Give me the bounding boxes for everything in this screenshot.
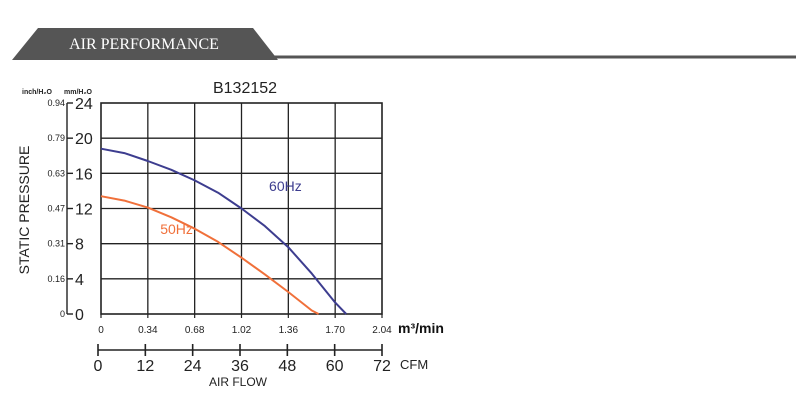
series-line-50hz [100, 195, 320, 315]
section-header: AIR PERFORMANCE [12, 28, 796, 60]
y-tick-label-mm: 20 [75, 131, 93, 148]
x-unit-primary: m³/min [398, 320, 444, 336]
x-tick-label: 0 [98, 325, 104, 336]
cfm-tick-label: 60 [326, 358, 344, 375]
y-tick-label-inch: 0.94 [47, 98, 65, 108]
cfm-tick-label: 24 [184, 358, 202, 375]
series-label-50hz: 50Hz [160, 221, 193, 237]
y-tick-label-inch: 0.16 [47, 274, 65, 284]
y-tick-label-mm: 16 [75, 166, 93, 183]
y-tick-label-inch: 0.79 [47, 133, 65, 143]
y-tick-label-inch: 0.63 [47, 168, 65, 178]
section-title: AIR PERFORMANCE [69, 36, 219, 53]
x-tick-label: 0.68 [185, 325, 205, 336]
series-lines [100, 147, 347, 315]
x-tick-label: 0.34 [138, 325, 158, 336]
y-tick-label-mm: 4 [75, 272, 84, 289]
x-axis-label: AIR FLOW [209, 375, 268, 389]
x-tick-label: 1.02 [232, 325, 252, 336]
series-line-60hz [100, 147, 347, 315]
y-axis-label: STATIC PRESSURE [16, 146, 32, 275]
annotations: 60Hz 50Hz [160, 178, 302, 237]
header-tab [12, 28, 278, 60]
cfm-tick-label: 12 [136, 358, 154, 375]
x-tick-label: 1.70 [325, 325, 345, 336]
y-tick-label-mm: 0 [75, 307, 84, 324]
y-tick-label-mm: 8 [75, 237, 84, 254]
x-unit-secondary: CFM [400, 357, 428, 372]
x-tick-label: 1.36 [279, 325, 299, 336]
series-label-60hz: 60Hz [269, 178, 302, 194]
y-unit-mm: mm/H₂O [64, 89, 93, 96]
cfm-tick-label: 72 [373, 358, 391, 375]
y-tick-label-mm: 24 [75, 96, 93, 113]
chart-title: B132152 [213, 80, 277, 97]
cfm-tick-label: 48 [278, 358, 296, 375]
y-unit-inch: inch/H₂O [22, 89, 53, 96]
y-tick-label-inch: 0.31 [47, 239, 65, 249]
cfm-tick-label: 36 [231, 358, 249, 375]
y-tick-label-inch: 0.47 [47, 204, 65, 214]
y-tick-label-mm: 12 [75, 202, 93, 219]
x-tick-label: 2.04 [372, 325, 392, 336]
cfm-tick-label: 0 [94, 358, 103, 375]
y-tick-label-inch: 0 [60, 309, 65, 319]
